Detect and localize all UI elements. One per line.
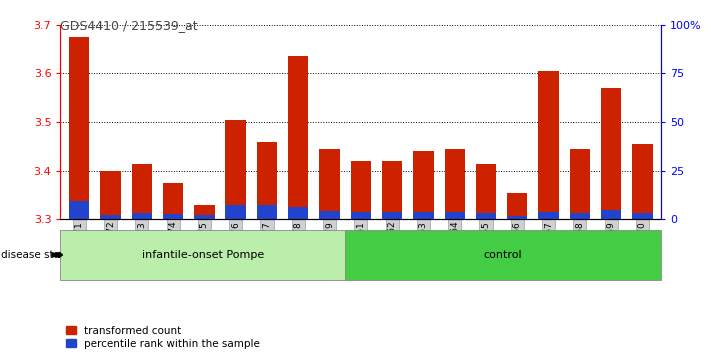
Bar: [507, 216, 528, 219]
Bar: [382, 212, 402, 219]
Bar: [257, 205, 277, 219]
Bar: [444, 212, 465, 219]
Bar: [132, 164, 152, 219]
Bar: [351, 212, 371, 219]
Bar: [413, 152, 434, 219]
Bar: [444, 149, 465, 219]
Bar: [601, 88, 621, 219]
Bar: [288, 56, 309, 219]
Bar: [69, 201, 90, 219]
Bar: [288, 207, 309, 219]
Bar: [225, 120, 246, 219]
Bar: [163, 214, 183, 219]
Bar: [538, 212, 559, 219]
Bar: [100, 171, 121, 219]
Bar: [351, 161, 371, 219]
Text: GDS4410 / 215539_at: GDS4410 / 215539_at: [60, 19, 198, 33]
Bar: [194, 215, 215, 219]
Bar: [69, 37, 90, 219]
Bar: [225, 205, 246, 219]
Bar: [257, 142, 277, 219]
Text: disease state: disease state: [1, 250, 71, 260]
Bar: [632, 213, 653, 219]
Bar: [132, 213, 152, 219]
Bar: [570, 213, 590, 219]
Bar: [319, 149, 340, 219]
Bar: [507, 193, 528, 219]
Bar: [632, 144, 653, 219]
Bar: [538, 71, 559, 219]
Text: control: control: [483, 250, 523, 260]
Bar: [100, 215, 121, 219]
Bar: [319, 211, 340, 219]
Legend: transformed count, percentile rank within the sample: transformed count, percentile rank withi…: [65, 326, 260, 349]
Bar: [194, 205, 215, 219]
Bar: [570, 149, 590, 219]
Text: infantile-onset Pompe: infantile-onset Pompe: [141, 250, 264, 260]
Bar: [476, 213, 496, 219]
Bar: [413, 212, 434, 219]
Bar: [476, 164, 496, 219]
Bar: [382, 161, 402, 219]
Bar: [163, 183, 183, 219]
Bar: [601, 210, 621, 219]
